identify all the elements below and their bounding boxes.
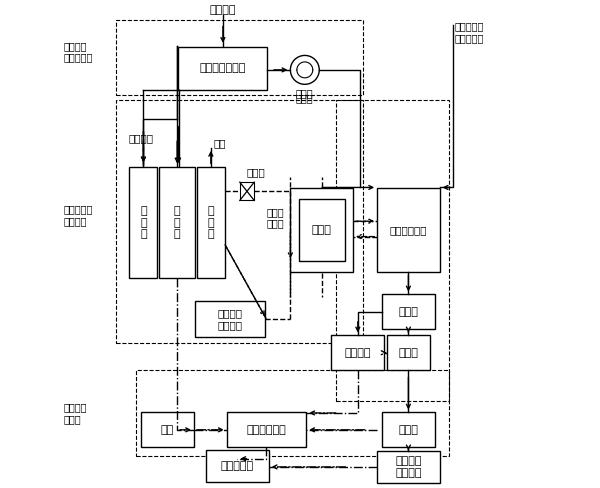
Text: 换热器: 换热器 <box>312 225 332 235</box>
Text: 电动机: 电动机 <box>398 425 418 435</box>
Text: 内燃机热转
功子系统: 内燃机热转 功子系统 <box>64 204 93 226</box>
Bar <box>290 188 353 272</box>
Bar <box>206 449 269 482</box>
Text: 排气阀: 排气阀 <box>247 167 266 177</box>
Bar <box>159 167 195 278</box>
Text: 辅助动力
传递装置: 辅助动力 传递装置 <box>395 456 422 478</box>
Text: 斯特林发动机: 斯特林发动机 <box>389 225 427 235</box>
Text: 发电机: 发电机 <box>398 307 418 317</box>
Bar <box>227 412 306 447</box>
Text: 充电电池: 充电电池 <box>344 348 371 358</box>
Text: 循环泵: 循环泵 <box>296 93 314 103</box>
Bar <box>377 188 440 272</box>
Text: 循环泵: 循环泵 <box>296 88 314 98</box>
Text: 吸
气
端: 吸 气 端 <box>140 206 147 239</box>
Text: 环境空气
冷却子系统: 环境空气 冷却子系统 <box>64 41 93 62</box>
Text: 吸入空气: 吸入空气 <box>129 133 154 143</box>
Text: 动力传输
子系统: 动力传输 子系统 <box>64 402 88 424</box>
Bar <box>336 100 449 401</box>
Bar <box>130 167 157 278</box>
Bar <box>382 294 435 329</box>
Bar <box>116 20 362 95</box>
Bar <box>377 450 440 483</box>
Bar <box>178 47 268 90</box>
Text: 动力传动装置: 动力传动装置 <box>247 425 286 435</box>
Text: 冷却剂散热装置: 冷却剂散热装置 <box>200 63 246 73</box>
Bar <box>195 301 265 337</box>
Bar <box>116 100 362 343</box>
Text: 控制器: 控制器 <box>398 348 418 358</box>
Text: 烟气: 烟气 <box>213 138 226 148</box>
Text: 环境空气: 环境空气 <box>209 5 236 16</box>
Text: 空调压缩机: 空调压缩机 <box>221 461 254 471</box>
Bar <box>387 335 430 370</box>
Bar <box>299 199 344 261</box>
Bar <box>331 335 385 370</box>
Text: 排
气
端: 排 气 端 <box>208 206 214 239</box>
Text: 烟气消
音装置: 烟气消 音装置 <box>266 207 284 228</box>
Text: 烟气触媒
净化装置: 烟气触媒 净化装置 <box>218 308 242 330</box>
Bar <box>141 412 194 447</box>
Text: 主轴: 主轴 <box>161 425 174 435</box>
Bar <box>382 412 435 447</box>
Text: 内
燃
机: 内 燃 机 <box>174 206 181 239</box>
Text: 斯特林辅助
动力子系统: 斯特林辅助 动力子系统 <box>454 21 484 43</box>
Bar <box>240 182 254 201</box>
Bar <box>136 369 449 456</box>
Circle shape <box>290 56 319 84</box>
Bar <box>197 167 225 278</box>
